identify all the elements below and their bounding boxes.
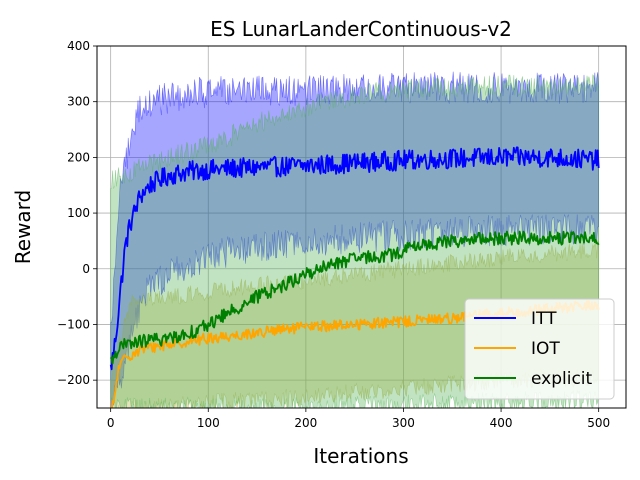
legend-label-itt: ITT [531,309,557,329]
legend-box [464,298,615,400]
y-tick-label: 100 [67,206,90,220]
x-axis-label: Iterations [313,444,408,468]
x-tick-label: 200 [294,416,317,430]
y-tick-label: 200 [67,150,90,164]
x-tick-label: 500 [587,416,610,430]
y-tick-label: −200 [57,373,90,387]
plot-frame [96,45,627,409]
axis-ticks: 0 100 200 300 400 500 −200 −100 0 100 200 300 400 [57,39,610,430]
x-tick-label: 100 [197,416,220,430]
legend-label-explicit: explicit [531,369,593,389]
x-tick-label: 300 [392,416,415,430]
legend-label-iot: IOT [531,339,560,359]
y-tick-label: 300 [67,95,90,109]
y-axis-label: Reward [11,190,35,264]
line-itt [109,146,600,371]
legend: ITT IOT explicit [464,298,615,400]
x-tick-label: 400 [490,416,513,430]
line-explicit [110,230,600,365]
chart-title: ES LunarLanderContinuous-v2 [210,17,512,41]
x-tick-label: 0 [107,416,115,430]
y-tick-label: 0 [82,262,90,276]
y-tick-label: 400 [67,39,90,53]
y-tick-label: −100 [57,317,90,331]
